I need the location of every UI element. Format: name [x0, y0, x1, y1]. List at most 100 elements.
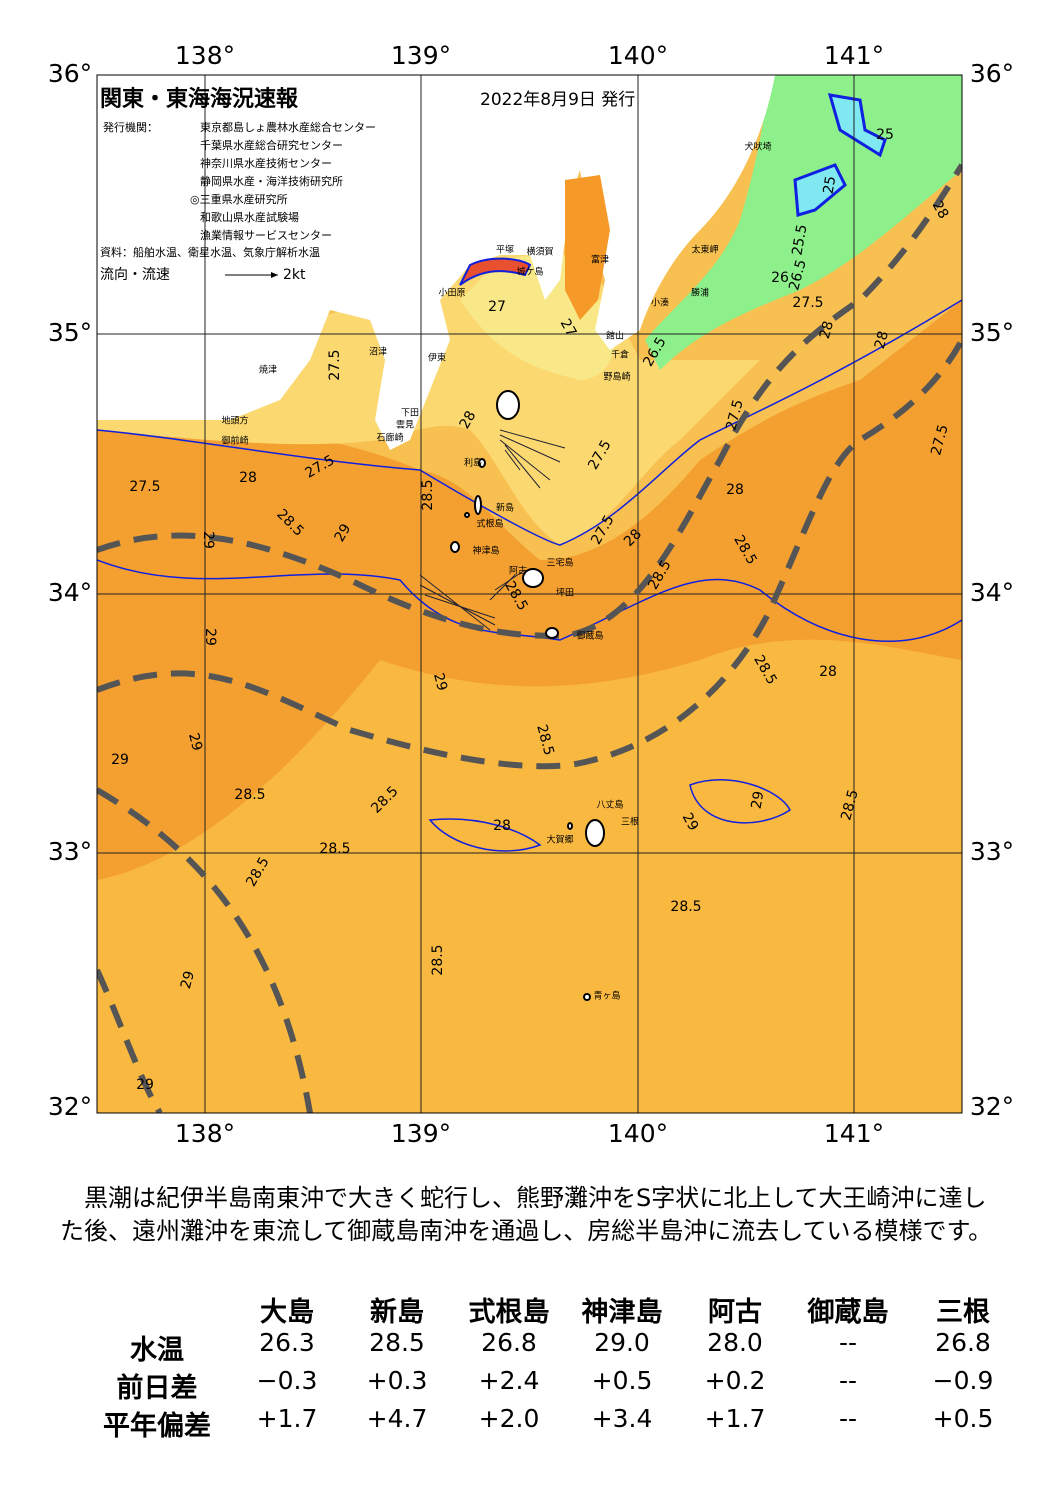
isotherm-label: 28 — [239, 470, 257, 486]
table-cell: -- — [838, 1328, 858, 1357]
lon-label: 141° — [824, 1119, 884, 1148]
isotherm-label: 26.5 — [786, 258, 810, 292]
issuer: 漁業情報サービスセンター — [200, 228, 332, 242]
issuer: 東京都島しょ農林水産総合センター — [200, 120, 376, 134]
table-cell: 大島 — [260, 1297, 314, 1328]
isotherm-label: 27 — [488, 299, 506, 315]
place-name: 沼津 — [369, 347, 387, 358]
isotherm-label: 29 — [200, 531, 216, 549]
place-name: 八丈島 — [596, 799, 623, 811]
lat-label: 36° — [970, 59, 1014, 88]
place-name: 利島 — [464, 457, 482, 469]
table-cell: 26.3 — [259, 1328, 315, 1357]
table-cell: 三根 — [936, 1297, 990, 1328]
table-cell: 26.8 — [481, 1328, 537, 1357]
legend-arrowhead — [271, 272, 278, 278]
place-name: 三根 — [621, 816, 639, 828]
tokyo-bay — [565, 175, 610, 320]
place-name: 小田原 — [438, 288, 465, 299]
place-name: 伊東 — [428, 352, 446, 364]
lat-label: 33° — [48, 837, 92, 866]
table-cell: −0.3 — [256, 1366, 318, 1395]
map-frame — [96, 74, 963, 1114]
lon-label: 138° — [175, 1119, 235, 1148]
table-cell: 新島 — [370, 1297, 424, 1328]
table-cell: 御蔵島 — [807, 1297, 889, 1328]
legend-speed: 2kt — [283, 267, 306, 283]
place-name: 富津 — [591, 254, 609, 266]
isotherm-label: 28.5 — [234, 787, 265, 803]
table-cell: -- — [838, 1366, 858, 1395]
issuer: 和歌山県水産試験場 — [200, 210, 299, 224]
cold-eddy — [793, 93, 887, 217]
place-name: 神津島 — [472, 545, 499, 557]
place-name: 勝浦 — [691, 287, 709, 299]
land — [97, 75, 775, 450]
isotherm-label: 29 — [136, 1077, 154, 1093]
place-name: 下田 — [401, 408, 419, 419]
place-name: 平塚 — [496, 245, 514, 256]
issuer: 静岡県水産・海洋技術研究所 — [200, 174, 343, 188]
table-cell: 阿古 — [708, 1297, 762, 1328]
warm-zone — [97, 639, 962, 1113]
lat-label: 32° — [970, 1092, 1014, 1121]
place-name: 館山 — [606, 330, 624, 342]
table-cell: 29.0 — [594, 1328, 650, 1357]
place-name: 式根島 — [476, 518, 503, 530]
table-cell: −0.9 — [932, 1366, 994, 1395]
map-title: 関東・東海海況速報 — [100, 86, 299, 112]
place-name: 青ヶ島 — [593, 990, 620, 1002]
isotherm-label: 28 — [872, 329, 892, 350]
place-name: 御蔵島 — [576, 630, 603, 642]
current-vectors — [419, 429, 566, 631]
table-cell: 28.5 — [369, 1328, 425, 1357]
summary: 黒潮は紀伊半島南東沖で大きく蛇行し、熊野灘沖をS字状に北上して大王崎沖に達した後… — [60, 1184, 993, 1245]
isotherm-label: 27.5 — [723, 398, 747, 432]
table-cell: +1.7 — [704, 1404, 766, 1433]
place-name: 犬吠埼 — [744, 141, 771, 153]
table-cell: 水温 — [130, 1335, 184, 1366]
issuer: 千葉県水産総合研究センター — [200, 138, 343, 152]
kuroshio-axis — [97, 163, 962, 1113]
data-source: 資料：船舶水温、衛星水温、気象庁解析水温 — [100, 245, 320, 259]
islands — [450, 390, 605, 1001]
lon-label: 139° — [391, 1119, 451, 1148]
isotherm-label: 28.5 — [838, 788, 862, 822]
isotherm-label: 28.5 — [533, 723, 557, 757]
table-cell: 前日差 — [116, 1373, 198, 1404]
isotherm-label: 27 — [557, 316, 580, 339]
table-cell: +2.0 — [478, 1404, 540, 1433]
table-cell: +3.4 — [591, 1404, 653, 1433]
table-cell: 神津島 — [581, 1297, 663, 1328]
isotherm-label: 28 — [493, 818, 511, 834]
table-cell: +2.4 — [478, 1366, 540, 1395]
isotherm-label: 28 — [726, 482, 744, 498]
place-name: 太東岬 — [691, 244, 718, 256]
table-cell: 28.0 — [707, 1328, 763, 1357]
isotherm-label: 29 — [185, 731, 205, 752]
place-name: 石廊崎 — [376, 432, 403, 444]
temperature-table: 大島 新島 式根島 神津島 阿古 御蔵島 三根水温 26.3 28.5 26.8 29.0 28.0 -… — [0, 1290, 1064, 1442]
isotherm-label: 28.5 — [319, 841, 350, 857]
isotherm-label: 29 — [111, 752, 129, 768]
place-name: 阿古 — [509, 565, 527, 577]
isotherm-label: 29 — [679, 810, 702, 833]
table-cell: 26.8 — [935, 1328, 991, 1357]
lon-label: 138° — [175, 41, 235, 70]
place-name: 小湊 — [651, 297, 669, 309]
table-cell: +4.7 — [366, 1404, 428, 1433]
isotherm-label: 27.5 — [129, 479, 160, 495]
lat-label: 36° — [48, 59, 92, 88]
place-name: 三宅島 — [546, 557, 573, 569]
table-cell: 式根島 — [468, 1297, 550, 1328]
isotherm-label: 27.5 — [792, 295, 823, 311]
table-cell: +0.5 — [591, 1366, 653, 1395]
place-name: 野島崎 — [603, 371, 630, 383]
lon-label: 140° — [608, 41, 668, 70]
issuer-label: 発行機関： — [103, 120, 158, 134]
table-cell: +0.5 — [932, 1404, 994, 1433]
isotherm-label: 28.5 — [420, 479, 436, 510]
place-name: 千倉 — [611, 349, 629, 361]
